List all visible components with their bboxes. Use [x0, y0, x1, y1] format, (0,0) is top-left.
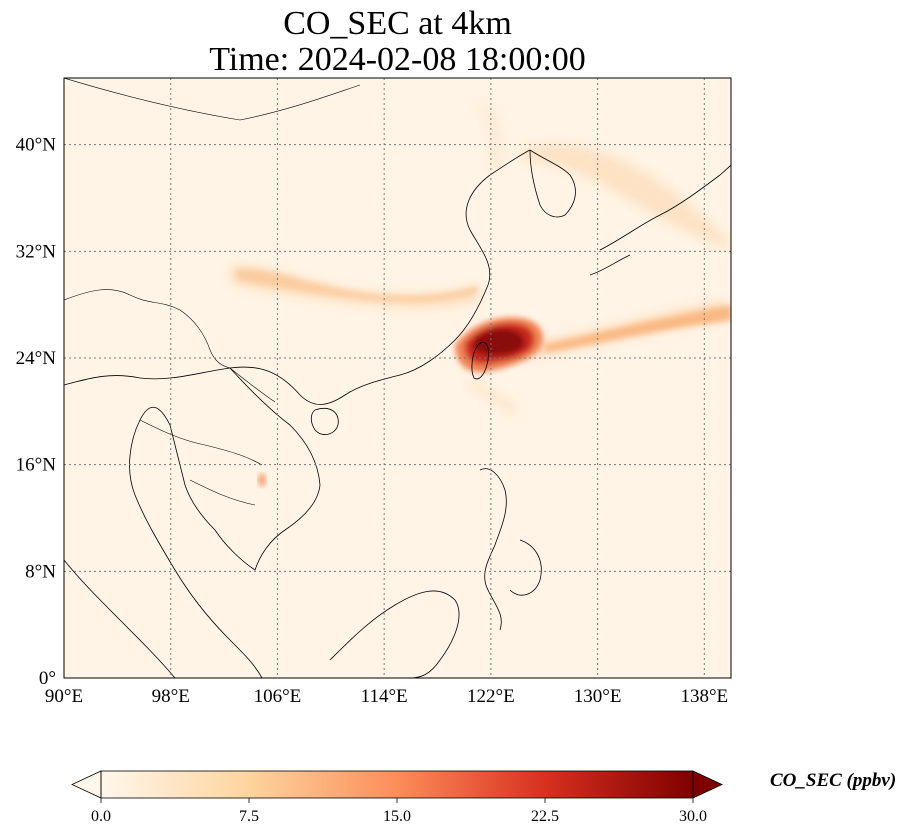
x-tick-label: 106°E — [254, 686, 302, 707]
concentration-field — [230, 100, 731, 487]
colorbar-tick-label: 15.0 — [383, 808, 411, 825]
y-tick-label: 0° — [39, 668, 56, 689]
map-title: CO_SEC at 4km — [283, 5, 512, 42]
colorbar: 0.0 7.5 15.0 22.5 30.0 — [71, 770, 723, 825]
y-tick-label: 24°N — [16, 348, 57, 369]
map-frame — [63, 77, 732, 679]
x-tick-label: 90°E — [45, 686, 83, 707]
y-tick-label: 32°N — [16, 241, 57, 262]
y-tick-label: 16°N — [16, 455, 57, 476]
colorbar-label: CO_SEC (ppbv) — [770, 770, 897, 791]
colorbar-tick-label: 0.0 — [91, 808, 111, 825]
gridlines — [64, 78, 731, 678]
x-tick-label: 130°E — [574, 686, 622, 707]
colorbar-tick-label: 30.0 — [679, 808, 707, 825]
colorbar-extend-max — [692, 770, 723, 799]
x-axis-ticks: 90°E 98°E 106°E 114°E 122°E 130°E 138°E — [45, 686, 728, 707]
colorbar-tick-label: 7.5 — [239, 808, 259, 825]
x-tick-label: 122°E — [467, 686, 515, 707]
colorbar-tick-label: 22.5 — [531, 808, 559, 825]
y-tick-label: 40°N — [16, 135, 57, 156]
y-tick-label: 8°N — [25, 561, 56, 582]
x-tick-label: 98°E — [152, 686, 190, 707]
colorbar-extend-min — [71, 770, 102, 799]
coastlines — [64, 78, 731, 678]
x-tick-label: 114°E — [361, 686, 408, 707]
y-axis-ticks: 0° 8°N 16°N 24°N 32°N 40°N — [16, 135, 57, 689]
x-tick-label: 138°E — [680, 686, 728, 707]
map-subtitle-time: Time: 2024-02-08 18:00:00 — [209, 41, 586, 78]
